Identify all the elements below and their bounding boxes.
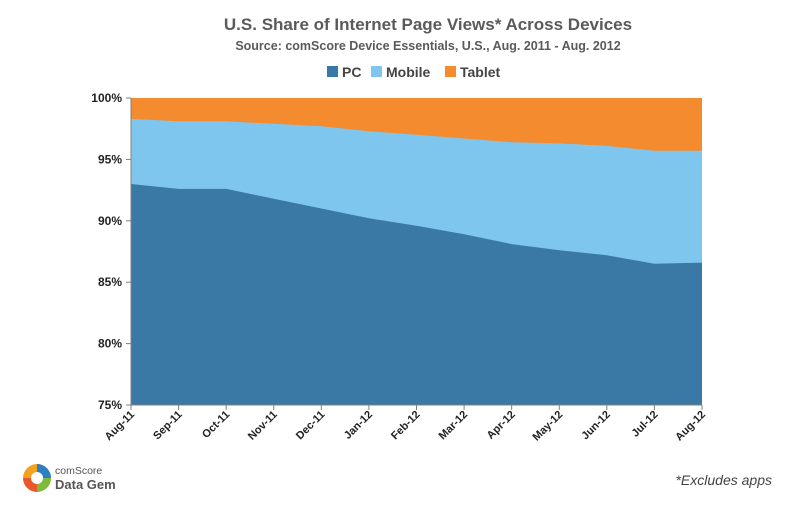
chart-subtitle: Source: comScore Device Essentials, U.S.… [235, 39, 620, 53]
x-tick-label: Feb-12 [389, 409, 423, 443]
x-tick-label: Jul-12 [630, 409, 661, 440]
x-tick-label: Mar-12 [437, 409, 471, 443]
x-tick-label: Apr-12 [485, 409, 518, 442]
legend-label-mobile: Mobile [386, 64, 431, 80]
x-tick-label: Oct-11 [200, 409, 232, 441]
y-tick-label: 90% [98, 214, 122, 228]
comscore-brand: comScore Data Gem [23, 464, 116, 492]
comscore-logo-icon [23, 464, 51, 492]
legend-swatch-tablet [445, 66, 456, 77]
legend: PC Mobile Tablet [327, 64, 501, 80]
x-tick-label: Jan-12 [342, 409, 375, 442]
x-tick-label: Dec-11 [294, 409, 328, 443]
area-pc [131, 184, 702, 405]
legend-label-tablet: Tablet [460, 64, 501, 80]
x-tick-label: Aug-11 [103, 409, 137, 443]
x-tick-label: May-12 [531, 409, 566, 444]
y-tick-label: 75% [98, 398, 122, 412]
y-tick-label: 95% [98, 152, 122, 166]
legend-swatch-mobile [371, 66, 382, 77]
y-tick-label: 80% [98, 337, 122, 351]
x-tick-label: Sep-11 [151, 409, 185, 443]
footnote: *Excludes apps [675, 472, 772, 488]
legend-swatch-pc [327, 66, 338, 77]
x-tick-label: Aug-12 [673, 409, 708, 444]
brand-name: comScore [55, 465, 102, 477]
legend-label-pc: PC [342, 64, 361, 80]
x-tick-label: Jun-12 [579, 409, 613, 443]
y-tick-label: 100% [91, 91, 122, 105]
x-tick-label: Nov-11 [246, 409, 280, 443]
x-axis: Aug-11 Sep-11 Oct-11 Nov-11 Dec-11 Jan-12 Feb-… [103, 404, 708, 444]
brand-product: Data Gem [55, 477, 116, 492]
y-tick-label: 85% [98, 275, 122, 289]
plot-area [131, 98, 702, 406]
y-axis: 75% 80% 85% 90% 95% 100% [91, 91, 132, 412]
chart-title: U.S. Share of Internet Page Views* Acros… [224, 15, 632, 34]
